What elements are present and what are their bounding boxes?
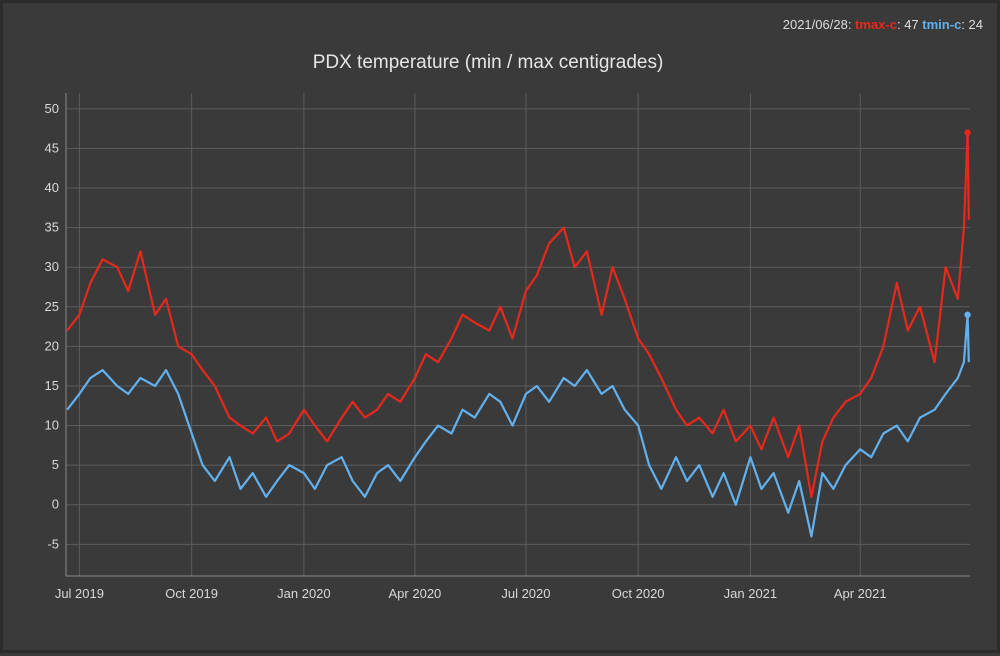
series-line-tmax-c	[66, 131, 970, 498]
legend-sep: :	[847, 17, 856, 32]
x-tick-label: Apr 2021	[834, 586, 887, 601]
legend-tmax-name: tmax-c	[855, 17, 897, 32]
x-tick-label: Jul 2019	[55, 586, 104, 601]
legend-tmax-value: 47	[904, 17, 919, 32]
highlight-point-tmax-c	[964, 129, 971, 136]
y-tick-label: 50	[45, 101, 59, 116]
x-tick-label: Jan 2020	[277, 586, 331, 601]
legend-sep: :	[961, 17, 969, 32]
y-tick-label: 0	[52, 497, 59, 512]
grid	[66, 93, 970, 576]
y-tick-label: 5	[52, 457, 59, 472]
y-tick-label: 10	[45, 418, 59, 433]
y-tick-label: 30	[45, 259, 59, 274]
legend-tmin-value: 24	[968, 17, 983, 32]
chart-title: PDX temperature (min / max centigrades)	[312, 52, 664, 73]
y-tick-label: 25	[45, 299, 59, 314]
x-tick-label: Jan 2021	[724, 586, 778, 601]
y-tick-label: 40	[45, 180, 59, 195]
y-tick-label: 15	[45, 378, 59, 393]
legend-sep: :	[896, 17, 905, 32]
x-tick-label: Apr 2020	[389, 586, 442, 601]
legend: 2021/06/28: tmax-c: 47 tmin-c: 24	[783, 17, 983, 32]
legend-tmin-name: tmin-c	[922, 17, 962, 32]
x-tick-label: Jul 2020	[501, 586, 550, 601]
y-tick-label: 45	[45, 140, 59, 155]
y-tick-label: 35	[45, 220, 59, 235]
series	[66, 129, 971, 538]
x-tick-label: Oct 2020	[612, 586, 665, 601]
y-tick-label: -5	[47, 536, 59, 551]
y-tick-label: 20	[45, 338, 59, 353]
x-tick-label: Oct 2019	[165, 586, 218, 601]
legend-date: 2021/06/28	[782, 17, 848, 32]
highlight-point-tmin-c	[964, 311, 971, 318]
series-line-tmin-c	[66, 313, 970, 538]
